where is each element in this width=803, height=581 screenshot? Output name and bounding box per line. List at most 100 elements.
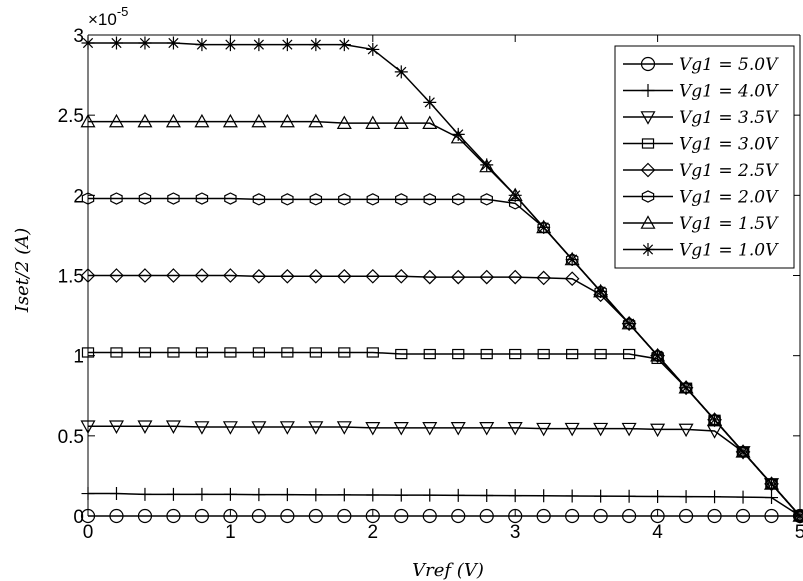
data-point (138, 487, 152, 501)
data-point (679, 490, 693, 504)
data-point (650, 423, 666, 438)
y-tick-label: 2.5 (58, 106, 84, 127)
series-1 (81, 487, 803, 523)
data-point (252, 488, 266, 502)
legend-label: Vg1 = 3.0V (679, 135, 779, 155)
data-point (565, 489, 579, 503)
data-point (393, 268, 409, 284)
legend-entry: Vg1 = 2.5V (623, 161, 779, 181)
data-point (536, 422, 552, 437)
data-point (393, 422, 409, 436)
data-point (423, 193, 436, 206)
y-tick-label: 2 (73, 186, 84, 207)
data-point (365, 422, 381, 436)
data-point (480, 193, 493, 206)
data-point (640, 162, 656, 178)
data-point (537, 220, 551, 234)
legend-entry: Vg1 = 2.0V (623, 188, 779, 208)
data-point (679, 381, 693, 395)
data-point (309, 347, 322, 358)
data-point (252, 193, 266, 206)
y-tick-label: 1 (73, 347, 84, 368)
data-point (108, 113, 124, 128)
data-point (422, 115, 438, 129)
data-point (336, 421, 352, 435)
data-point (338, 347, 351, 358)
data-point (138, 347, 152, 358)
data-point (395, 348, 408, 360)
data-point (593, 422, 609, 437)
data-point (508, 188, 522, 202)
legend-entry: Vg1 = 3.0V (623, 135, 779, 155)
data-point (422, 269, 438, 285)
data-point (537, 348, 550, 360)
data-point (565, 252, 579, 266)
data-point (279, 421, 295, 435)
data-point (450, 269, 466, 285)
data-point (594, 489, 608, 503)
legend-box (614, 45, 795, 269)
data-point (223, 268, 238, 283)
data-point (509, 348, 522, 360)
legend-label: Vg1 = 2.5V (679, 161, 779, 181)
data-point (641, 243, 655, 256)
data-point (395, 193, 408, 206)
data-point (281, 193, 294, 206)
data-point (564, 271, 580, 287)
data-point (394, 488, 408, 502)
data-point (223, 38, 237, 52)
legend-entry: Vg1 = 4.0V (623, 82, 779, 102)
data-point (251, 268, 267, 284)
data-point (336, 268, 352, 284)
data-point (337, 38, 351, 52)
y-axis-multiplier-exponent: -5 (117, 4, 129, 19)
x-tick-label: 5 (795, 522, 803, 543)
x-tick-label: 2 (368, 522, 379, 543)
data-point (222, 113, 238, 128)
data-point (537, 489, 551, 503)
data-point (167, 347, 180, 358)
legend-entry: Vg1 = 1.5V (623, 214, 779, 234)
y-axis-multiplier-base: ×10 (88, 10, 117, 29)
data-point (223, 487, 237, 501)
data-point (479, 158, 495, 173)
data-point (365, 268, 381, 284)
data-point (195, 347, 209, 358)
legend-label: Vg1 = 5.0V (679, 55, 779, 75)
data-point (566, 348, 579, 360)
data-point (194, 268, 210, 283)
data-point (641, 84, 655, 97)
data-point (641, 138, 655, 149)
data-point (252, 38, 266, 52)
data-point (167, 192, 180, 205)
data-point (621, 422, 637, 437)
data-point (137, 113, 153, 128)
data-point (422, 422, 438, 436)
data-point (224, 347, 237, 358)
data-point (309, 193, 323, 206)
y-tick-label: 0.5 (58, 427, 84, 448)
data-point (708, 413, 722, 427)
y-tick-label: 3 (73, 26, 84, 47)
data-point (394, 65, 408, 79)
data-point (451, 127, 465, 141)
data-point (366, 193, 380, 206)
data-point (641, 190, 655, 203)
data-point (309, 38, 323, 52)
data-point (423, 348, 436, 360)
data-point (507, 422, 523, 436)
data-point (622, 348, 636, 360)
legend-label: Vg1 = 2.0V (679, 188, 779, 208)
data-point (222, 421, 238, 435)
data-point (651, 349, 665, 363)
data-point (195, 487, 209, 501)
data-point (308, 268, 324, 284)
data-point (108, 420, 124, 434)
data-point (166, 487, 180, 501)
series-2 (80, 420, 803, 524)
data-point (109, 487, 123, 501)
data-point (309, 488, 323, 502)
data-point (252, 347, 266, 358)
data-point (281, 347, 294, 358)
data-point (224, 192, 237, 205)
